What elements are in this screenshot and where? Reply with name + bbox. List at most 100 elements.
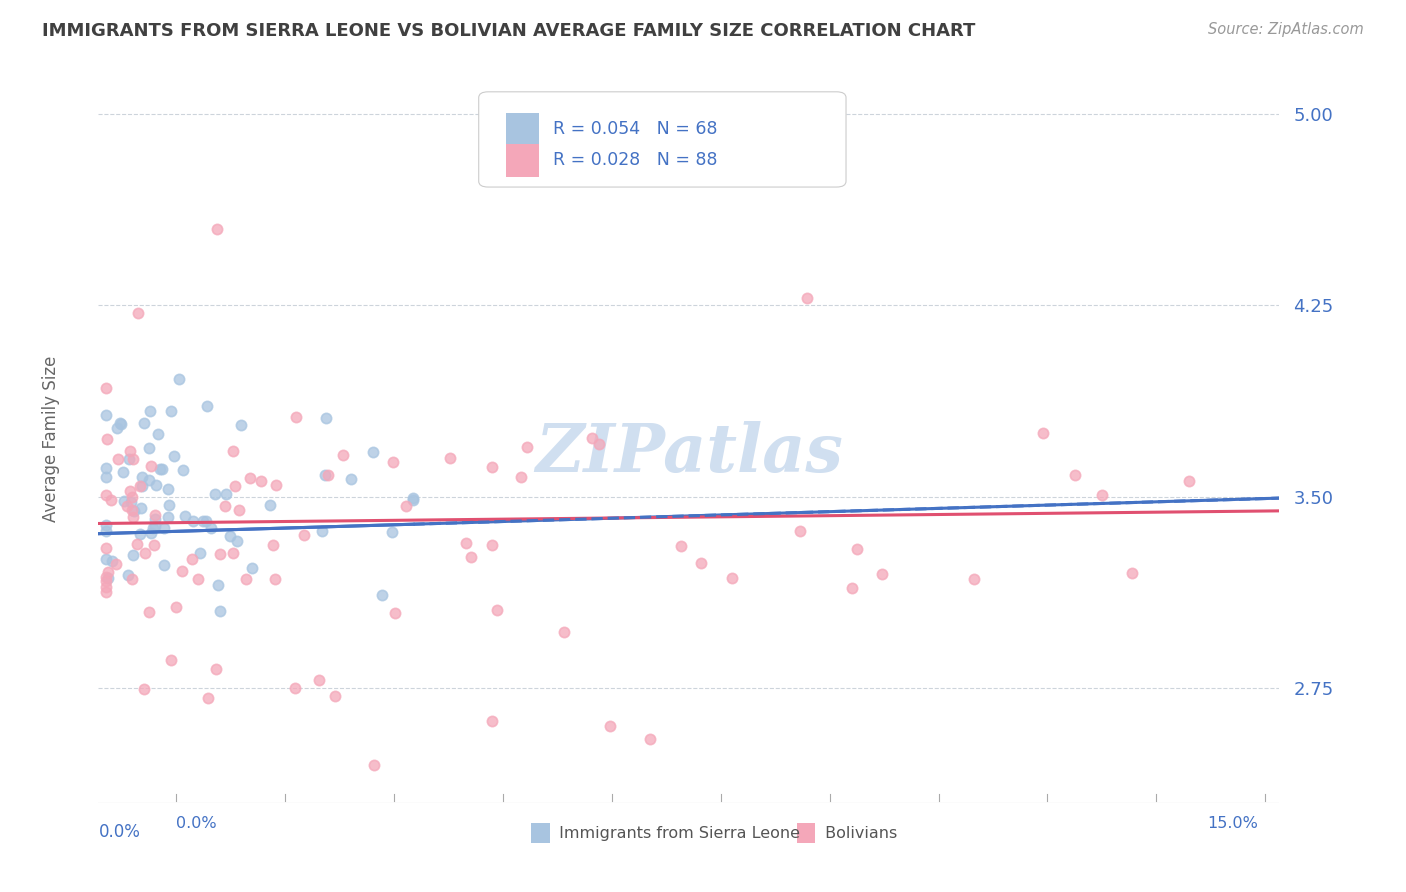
- Point: [96, 570, 118, 584]
- Point: [96, 381, 118, 395]
- Point: [143, 511, 166, 525]
- Point: [214, 499, 236, 513]
- Point: [481, 714, 503, 728]
- Point: [395, 500, 418, 514]
- Point: [846, 542, 869, 557]
- Point: [205, 222, 228, 236]
- Text: R = 0.054   N = 68: R = 0.054 N = 68: [553, 120, 717, 138]
- Point: [96, 524, 118, 538]
- Point: [231, 418, 253, 433]
- Point: [588, 436, 610, 450]
- Point: [117, 499, 139, 513]
- Point: [145, 519, 167, 533]
- Point: [146, 426, 169, 441]
- Point: [1032, 425, 1054, 440]
- Point: [108, 416, 131, 430]
- Text: 0.0%: 0.0%: [176, 816, 217, 831]
- Point: [139, 525, 162, 540]
- Point: [174, 509, 197, 524]
- Point: [128, 527, 150, 541]
- Point: [131, 501, 153, 516]
- Point: [195, 399, 218, 413]
- Point: [145, 477, 167, 491]
- Point: [96, 541, 118, 555]
- Point: [101, 554, 124, 568]
- Point: [132, 681, 155, 696]
- Point: [240, 561, 263, 575]
- Point: [222, 443, 245, 458]
- Point: [149, 461, 172, 475]
- Point: [381, 524, 404, 539]
- Point: [138, 441, 160, 455]
- Point: [96, 517, 118, 532]
- Point: [204, 486, 226, 500]
- Point: [157, 510, 180, 524]
- Point: [165, 599, 187, 614]
- Point: [384, 606, 406, 620]
- Point: [143, 508, 166, 522]
- Point: [870, 567, 893, 582]
- Point: [105, 421, 128, 435]
- Point: [96, 432, 118, 446]
- Text: IMMIGRANTS FROM SIERRA LEONE VS BOLIVIAN AVERAGE FAMILY SIZE CORRELATION CHART: IMMIGRANTS FROM SIERRA LEONE VS BOLIVIAN…: [42, 22, 976, 40]
- Point: [1063, 468, 1085, 483]
- Point: [120, 444, 142, 458]
- Point: [121, 572, 143, 586]
- Point: [129, 479, 152, 493]
- Point: [963, 573, 986, 587]
- Point: [122, 504, 145, 518]
- Point: [125, 537, 148, 551]
- Point: [121, 503, 143, 517]
- Point: [183, 514, 205, 528]
- Point: [382, 455, 405, 469]
- Point: [264, 477, 287, 491]
- Point: [188, 546, 211, 560]
- Text: 15.0%: 15.0%: [1208, 816, 1258, 831]
- Point: [120, 495, 142, 509]
- Point: [218, 529, 240, 543]
- Point: [96, 488, 118, 502]
- Point: [122, 548, 145, 562]
- Point: [222, 546, 245, 560]
- Point: [370, 589, 392, 603]
- Point: [191, 514, 214, 528]
- Point: [139, 458, 162, 473]
- Point: [142, 520, 165, 534]
- Point: [332, 448, 354, 462]
- Point: [97, 566, 120, 580]
- Point: [363, 757, 385, 772]
- Point: [1121, 566, 1143, 580]
- Point: [162, 449, 184, 463]
- Point: [97, 571, 120, 585]
- Point: [96, 584, 118, 599]
- FancyBboxPatch shape: [478, 92, 846, 187]
- Point: [208, 603, 231, 617]
- Point: [132, 416, 155, 430]
- Point: [139, 403, 162, 417]
- Point: [204, 662, 226, 676]
- Point: [263, 572, 285, 586]
- Point: [157, 482, 180, 496]
- Point: [841, 581, 863, 595]
- Point: [249, 475, 271, 489]
- Point: [112, 494, 135, 508]
- Point: [138, 473, 160, 487]
- FancyBboxPatch shape: [506, 144, 538, 177]
- Point: [96, 408, 118, 422]
- Point: [122, 510, 145, 524]
- Point: [284, 681, 307, 695]
- Point: [127, 306, 149, 320]
- Point: [308, 673, 330, 688]
- Point: [553, 625, 575, 640]
- Point: [361, 445, 384, 459]
- Text: Average Family Size: Average Family Size: [42, 356, 60, 523]
- Point: [323, 689, 346, 703]
- Point: [107, 452, 129, 467]
- Point: [581, 431, 603, 445]
- Point: [134, 546, 156, 560]
- FancyBboxPatch shape: [506, 113, 538, 145]
- Point: [96, 470, 118, 484]
- Point: [225, 533, 247, 548]
- Text: Bolivians: Bolivians: [820, 826, 897, 840]
- Point: [104, 557, 127, 571]
